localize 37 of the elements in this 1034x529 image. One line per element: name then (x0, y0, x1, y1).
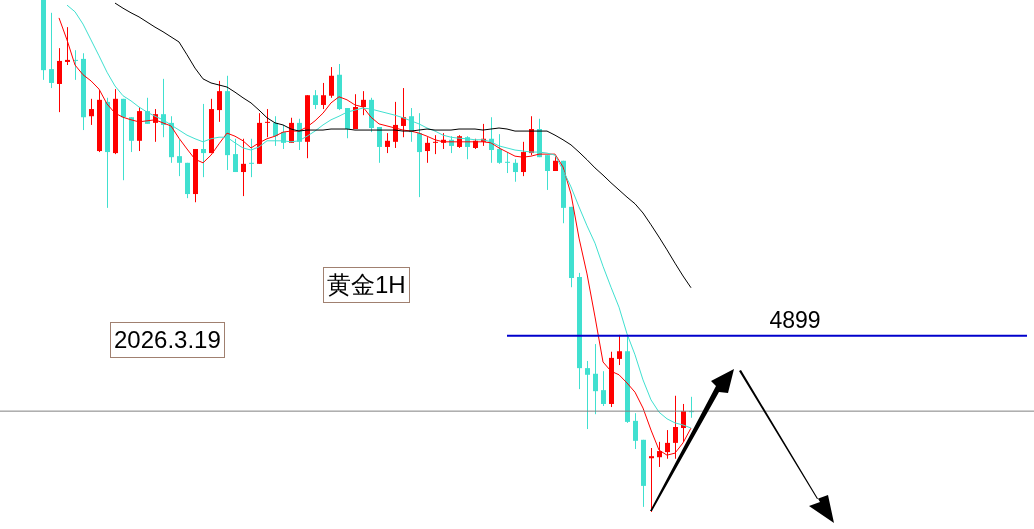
annotation: 4899 (769, 306, 821, 333)
text: 黄金1H (323, 267, 410, 303)
candlestick (585, 360, 590, 430)
candlestick (265, 108, 270, 138)
candlestick (649, 447, 654, 512)
annotation: 2026.3.19 (110, 322, 225, 358)
candlestick (129, 116, 134, 153)
candlestick (49, 12, 54, 89)
candlestick (249, 138, 254, 178)
candlestick (505, 151, 510, 174)
candlestick (545, 154, 550, 191)
candlestick (513, 158, 518, 183)
candlestick (617, 334, 622, 366)
candlestick (65, 26, 70, 66)
candlestick (321, 82, 326, 110)
candlestick (385, 132, 390, 154)
candlestick (345, 107, 350, 139)
candlestick (353, 93, 358, 130)
candlestick (633, 412, 638, 450)
candlestick (241, 138, 246, 197)
candlestick (601, 370, 606, 407)
candlestick (361, 90, 366, 116)
candlestick (521, 141, 526, 177)
candlestick (425, 136, 430, 164)
candlestick (57, 47, 62, 113)
candlestick (497, 133, 502, 165)
candlestick (329, 66, 334, 99)
candlestick (89, 98, 94, 126)
candlestick (417, 112, 422, 198)
candlestick (433, 134, 438, 155)
candlestick (233, 138, 238, 173)
candlestick (593, 343, 598, 415)
candlestick (217, 80, 222, 123)
candlestick (201, 103, 206, 178)
candlestick (121, 98, 126, 181)
candlestick (177, 139, 182, 177)
candlestick (313, 89, 318, 110)
